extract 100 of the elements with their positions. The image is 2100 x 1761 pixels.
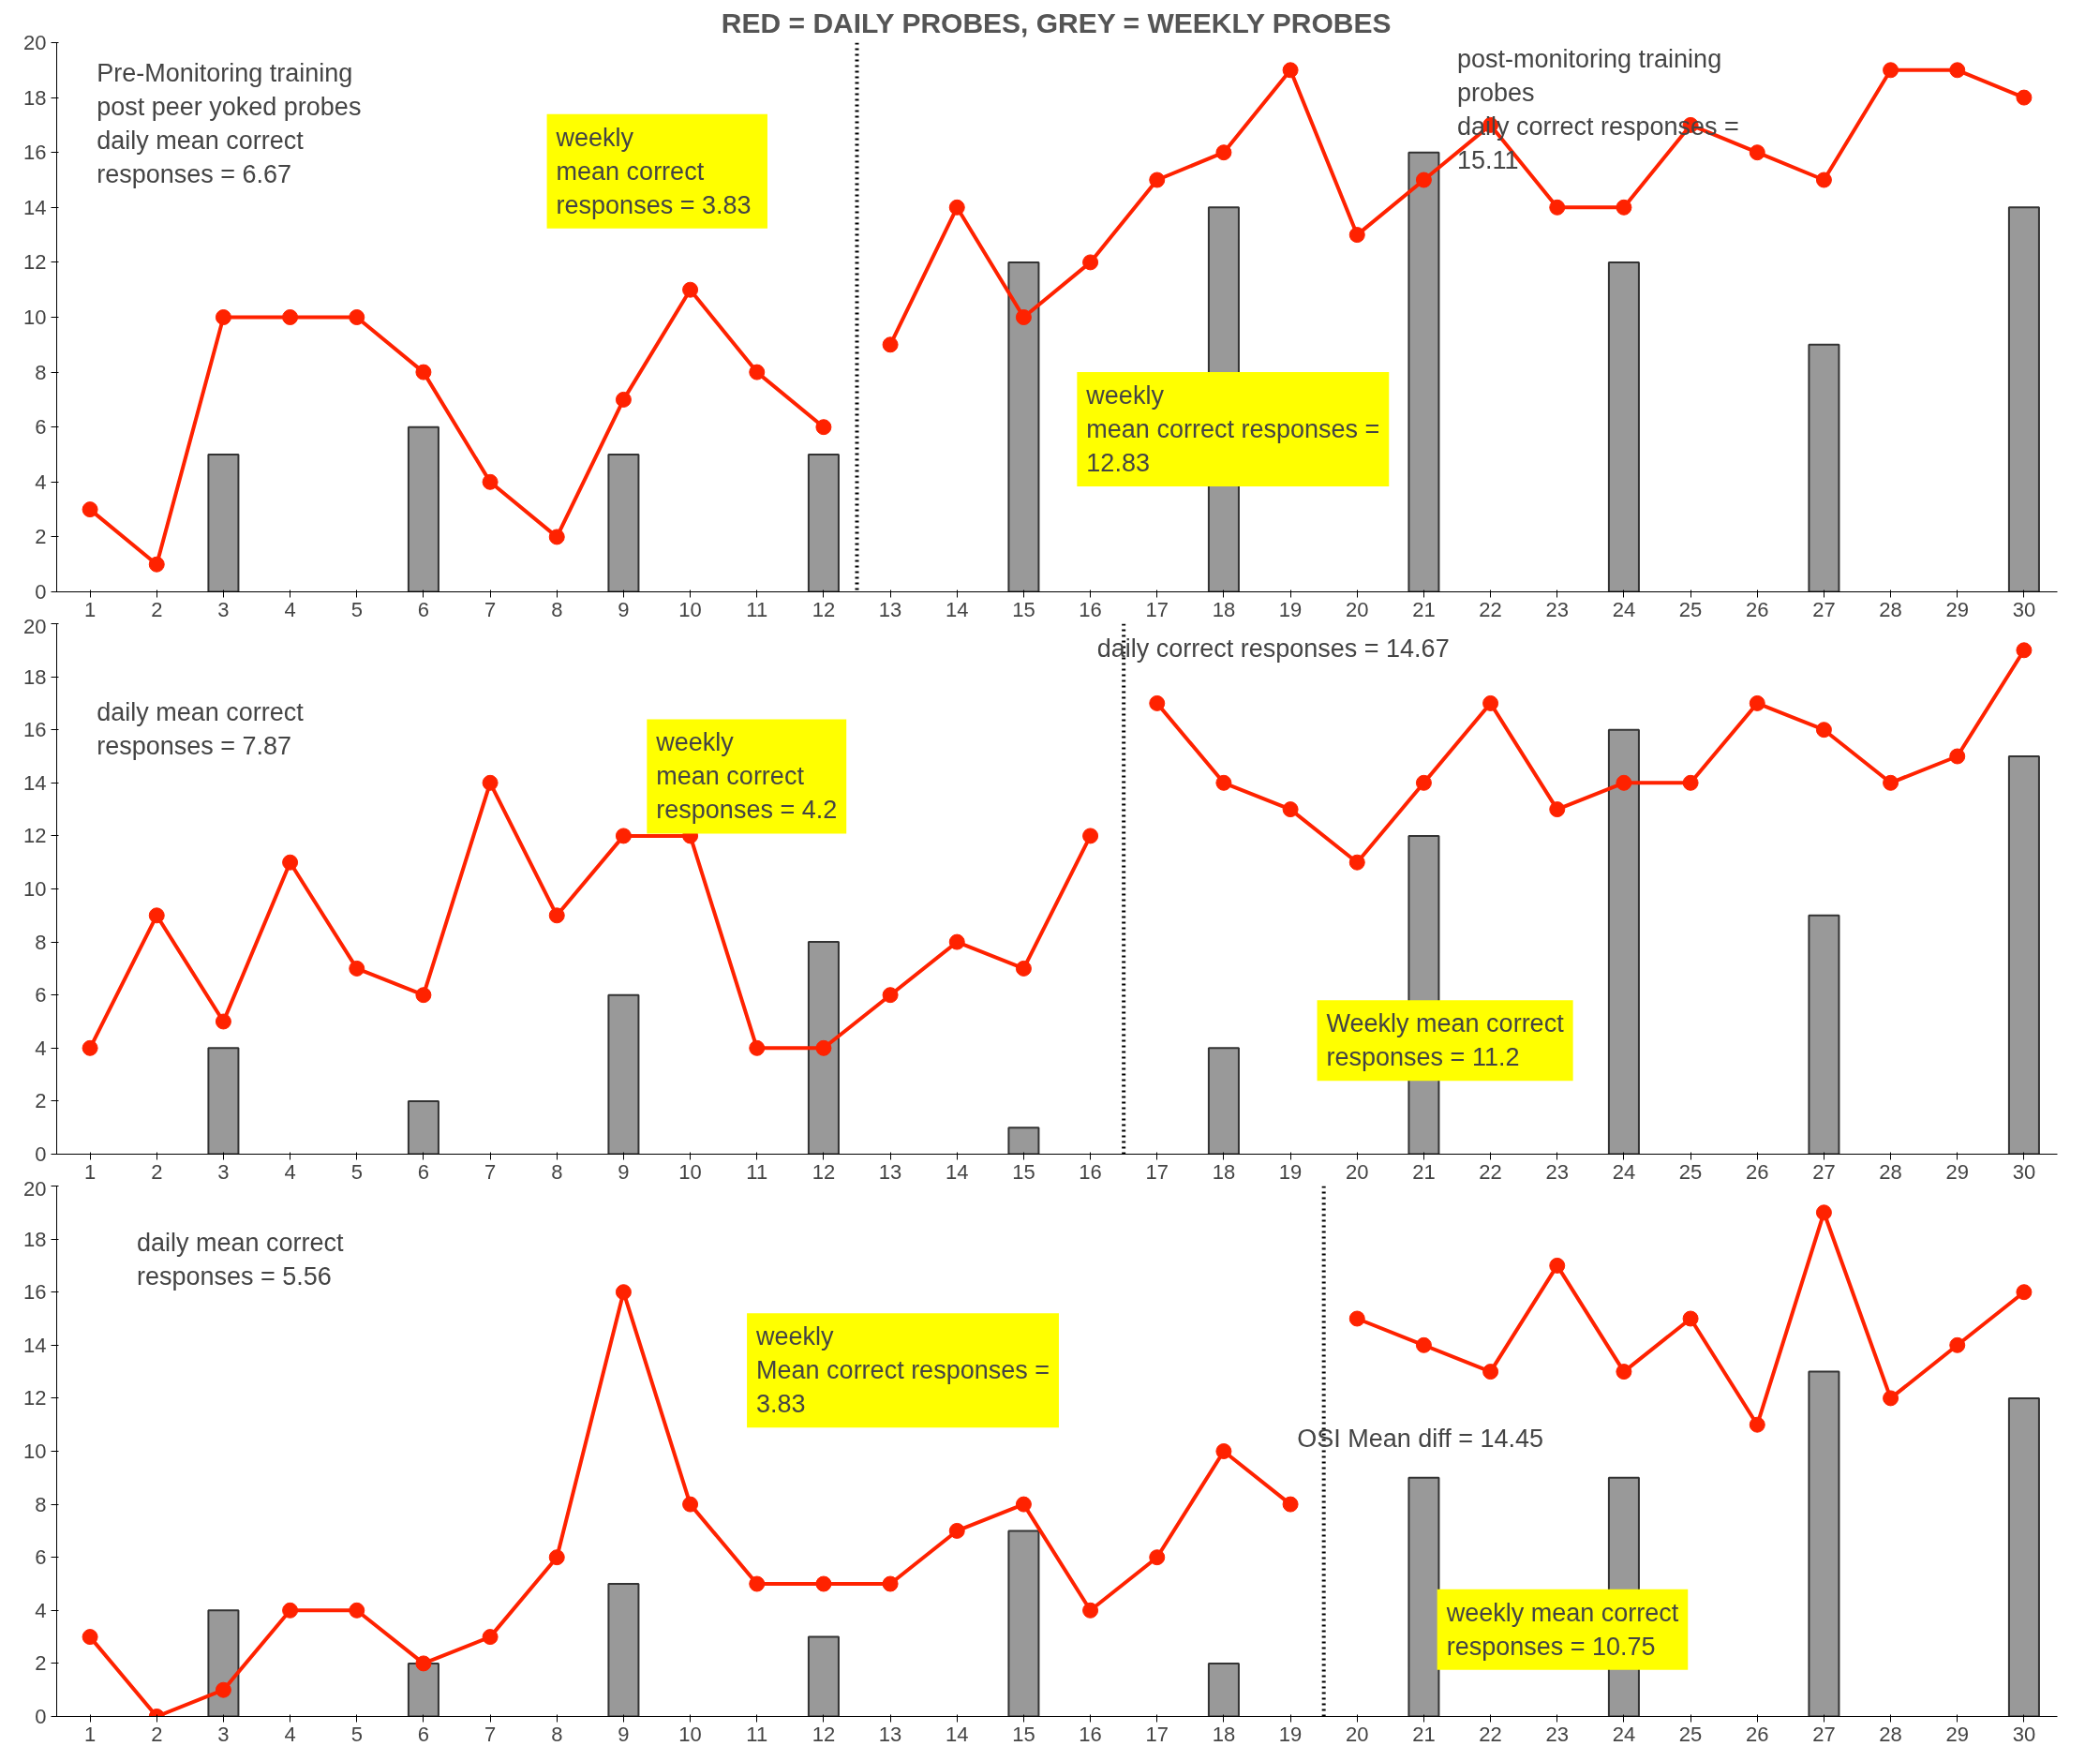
- point: [1616, 1364, 1632, 1380]
- point: [148, 556, 165, 573]
- x-tick-label: 24: [1612, 597, 1636, 621]
- point: [349, 309, 365, 325]
- x-tick-label: 14: [946, 1159, 969, 1184]
- annotation: OSI Mean diff = 14.45: [1297, 1425, 1544, 1454]
- x-tick-label: 18: [1212, 1722, 1236, 1746]
- y-tick-label: 18: [23, 1227, 47, 1251]
- x-tick-label: 19: [1278, 1159, 1303, 1184]
- point: [1415, 774, 1432, 791]
- x-tick-label: 11: [746, 597, 768, 621]
- point: [1949, 62, 1966, 79]
- point: [1149, 1549, 1166, 1566]
- point: [1082, 254, 1099, 271]
- x-tick-label: 12: [812, 597, 836, 621]
- y-tick-label: 2: [35, 1089, 47, 1113]
- x-tick-label: 11: [746, 1722, 768, 1746]
- bar: [807, 1635, 840, 1717]
- point: [1348, 227, 1365, 244]
- x-tick-label: 19: [1278, 1722, 1303, 1746]
- x-tick-label: 30: [2012, 597, 2036, 621]
- point: [1749, 144, 1765, 161]
- x-tick-label: 4: [284, 1722, 296, 1746]
- point: [1082, 828, 1099, 844]
- point: [1015, 960, 1032, 977]
- x-tick-label: 7: [484, 1722, 497, 1746]
- y-tick-label: 20: [23, 1176, 47, 1201]
- bar: [1007, 261, 1040, 592]
- point: [1815, 1204, 1832, 1221]
- x-tick-label: 7: [484, 597, 497, 621]
- x-tick-label: 20: [1346, 597, 1369, 621]
- point: [1616, 199, 1632, 216]
- x-tick-label: 9: [618, 1722, 630, 1746]
- y-tick-label: 0: [35, 1705, 47, 1728]
- x-tick-label: 30: [2012, 1159, 2036, 1184]
- y-tick-label: 16: [23, 141, 47, 165]
- y-tick-label: 0: [35, 580, 47, 604]
- x-tick-label: 7: [484, 1159, 497, 1184]
- x-tick-label: 13: [878, 1159, 902, 1184]
- annotation: Weekly mean correct responses = 11.2: [1326, 1009, 1565, 1072]
- y-tick-label: 20: [23, 31, 47, 54]
- point: [282, 309, 299, 325]
- y-tick-label: 14: [23, 770, 47, 795]
- x-tick-label: 17: [1145, 1159, 1169, 1184]
- x-tick-label: 5: [350, 1159, 363, 1184]
- x-tick-label: 26: [1746, 597, 1769, 621]
- x-tick-label: 21: [1412, 1159, 1436, 1184]
- point: [882, 1575, 899, 1592]
- bar: [807, 454, 840, 592]
- x-tick-label: 24: [1612, 1159, 1636, 1184]
- point: [1415, 172, 1432, 188]
- point: [1282, 62, 1299, 79]
- annotation: weekly mean correct responses = 12.83: [1085, 381, 1380, 478]
- point: [882, 987, 899, 1004]
- x-tick-label: 28: [1879, 1159, 1902, 1184]
- point: [1682, 1310, 1699, 1327]
- point: [749, 364, 766, 381]
- point: [615, 828, 632, 844]
- point: [1015, 1496, 1032, 1513]
- point: [415, 1655, 432, 1672]
- point: [1348, 854, 1365, 871]
- annotation: daily mean correct responses = 7.87: [97, 697, 305, 760]
- bar: [207, 1609, 240, 1717]
- x-tick-label: 19: [1278, 597, 1303, 621]
- point: [1215, 144, 1232, 161]
- x-tick-label: 12: [812, 1722, 836, 1746]
- x-tick-label: 25: [1678, 1159, 1703, 1184]
- bar: [1007, 1530, 1040, 1717]
- point: [615, 391, 632, 408]
- x-tick-label: 24: [1612, 1722, 1636, 1746]
- y-tick-label: 4: [35, 470, 47, 494]
- chart-title: RED = DAILY PROBES, GREY = WEEKLY PROBES: [721, 7, 1392, 38]
- x-tick-label: 8: [551, 597, 563, 621]
- x-tick-label: 11: [746, 1159, 768, 1184]
- x-tick-label: 14: [946, 597, 969, 621]
- x-tick-label: 20: [1346, 1159, 1369, 1184]
- point: [1883, 62, 1899, 79]
- point: [215, 1013, 231, 1030]
- point: [1749, 694, 1765, 711]
- y-tick-label: 4: [35, 1036, 47, 1060]
- bar: [1407, 151, 1440, 592]
- point: [415, 987, 432, 1004]
- x-tick-label: 6: [417, 597, 430, 621]
- point: [1215, 774, 1232, 791]
- point: [2016, 642, 2033, 659]
- point: [1215, 1443, 1232, 1459]
- y-tick-label: 6: [35, 983, 47, 1007]
- x-tick-label: 1: [83, 597, 97, 621]
- point: [282, 854, 299, 871]
- x-tick-label: 21: [1412, 1722, 1436, 1746]
- point: [1815, 172, 1832, 188]
- bar: [407, 1662, 439, 1717]
- point: [215, 1681, 231, 1698]
- point: [1549, 1257, 1566, 1274]
- x-tick-label: 8: [551, 1159, 563, 1184]
- point: [948, 199, 965, 216]
- y-tick-label: 18: [23, 664, 47, 689]
- x-tick-label: 23: [1545, 597, 1569, 621]
- x-tick-label: 6: [417, 1722, 430, 1746]
- y-tick-label: 18: [23, 85, 47, 110]
